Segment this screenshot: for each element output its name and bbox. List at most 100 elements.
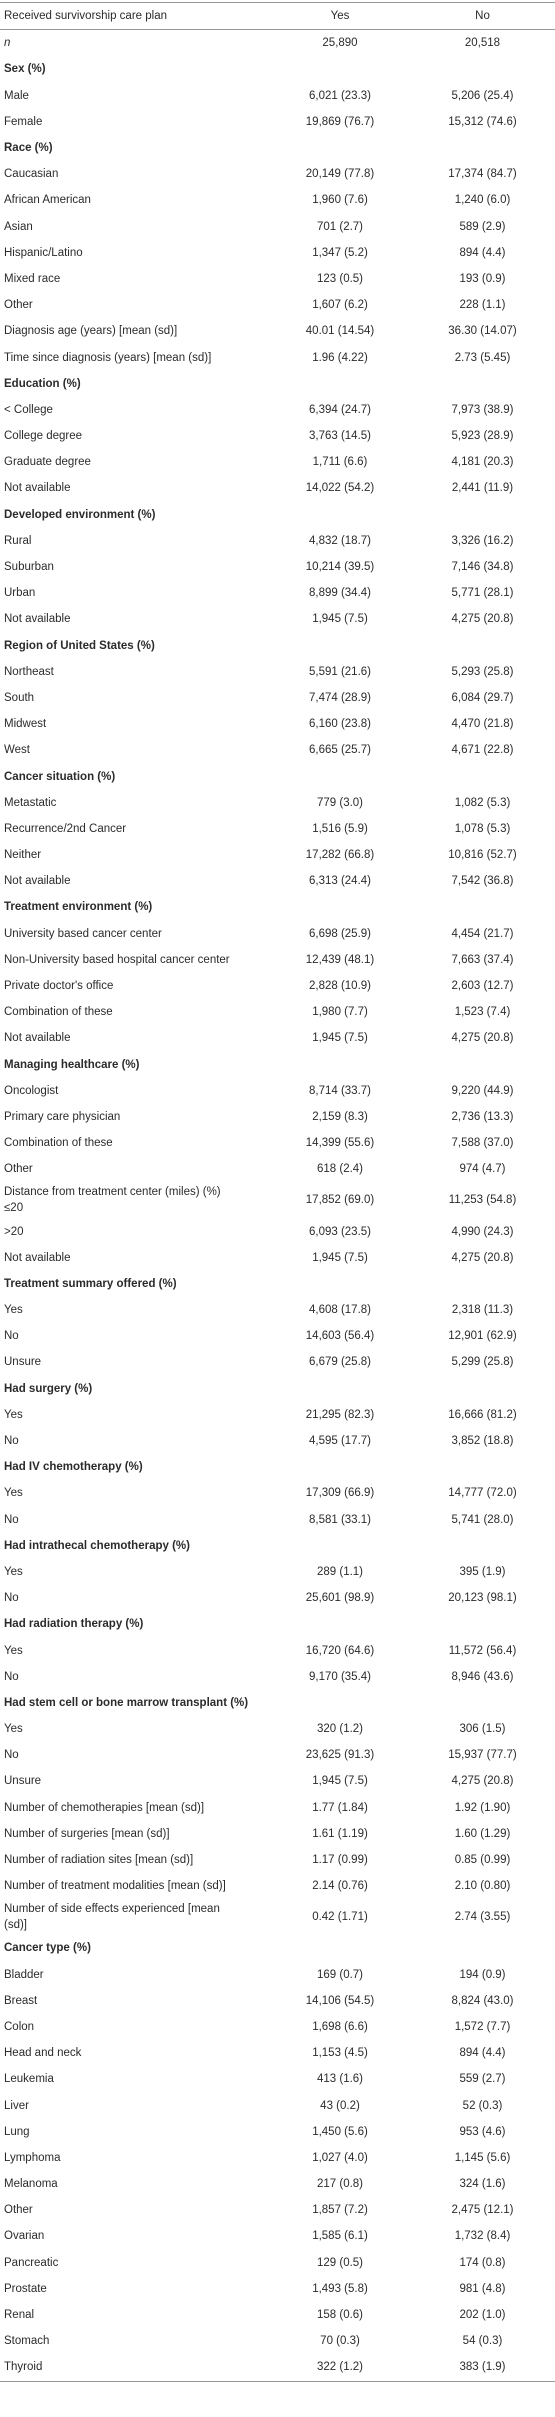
row-label: Not available <box>4 1251 71 1264</box>
row-label: Developed environment (%) <box>4 508 156 521</box>
cell-value: 5,741 (28.0) <box>451 1513 514 1526</box>
cell-value: 1,572 (7.7) <box>454 2020 511 2033</box>
data-row: South 7,474 (28.9) 6,084 (29.7) <box>0 685 555 711</box>
cell-value: 25,601 (98.9) <box>305 1592 375 1605</box>
cell-value: 981 (4.8) <box>459 2282 506 2295</box>
cell-value: 4,181 (20.3) <box>451 456 514 469</box>
row-label: >20 <box>4 1225 24 1238</box>
cell-value <box>270 1533 410 1559</box>
cell-value: 289 (1.1) <box>316 1565 364 1578</box>
data-row: Yes 4,608 (17.8) 2,318 (11.3) <box>0 1297 555 1323</box>
row-label: Yes <box>4 1487 23 1500</box>
cell-value: 20,518 <box>464 37 501 50</box>
section-row: Race (%) <box>0 135 555 161</box>
cell-value: 1,027 (4.0) <box>312 2151 368 2164</box>
cell-value: 123 (0.5) <box>316 272 364 285</box>
section-row: Region of United States (%) <box>0 633 555 659</box>
cell-value: 1,980 (7.7) <box>312 1006 368 1019</box>
row-label: Private doctor's office <box>4 980 114 993</box>
cell-value: 1,082 (5.3) <box>454 796 511 809</box>
cell-value: 19,869 (76.7) <box>305 115 375 128</box>
cell-value: 1.60 (1.29) <box>454 1827 511 1840</box>
row-label: Race (%) <box>4 142 53 155</box>
row-label: Lung <box>4 2125 30 2138</box>
cell-value <box>270 1690 410 1716</box>
cell-value: 3,763 (14.5) <box>308 430 371 443</box>
section-row: Managing healthcare (%) <box>0 1052 555 1078</box>
row-label: Yes <box>4 1408 23 1421</box>
data-row: Number of chemotherapies [mean (sd)] 1.77… <box>0 1795 555 1821</box>
cell-value: 1,607 (6.2) <box>312 299 368 312</box>
data-row: Head and neck 1,153 (4.5) 894 (4.4) <box>0 2040 555 2066</box>
table-body: n 25,890 20,518 Sex (%) Male 6,021 (23.3) 5,20… <box>0 30 555 2382</box>
row-label: Had stem cell or bone marrow transplant … <box>4 1696 249 1709</box>
header-cell: Received survivorship care plan <box>0 1 270 31</box>
cell-value <box>270 1052 410 1078</box>
data-row: Melanoma 217 (0.8) 324 (1.6) <box>0 2171 555 2197</box>
cell-value: 194 (0.9) <box>459 1968 506 1981</box>
data-row: Northeast 5,591 (21.6) 5,293 (25.8) <box>0 659 555 685</box>
cell-value: 10,214 (39.5) <box>305 561 375 574</box>
data-row: Colon 1,698 (6.6) 1,572 (7.7) <box>0 2014 555 2040</box>
row-label: Suburban <box>4 561 54 574</box>
cell-value <box>410 502 555 528</box>
cell-value: 7,146 (34.8) <box>451 561 514 574</box>
data-row: Ovarian 1,585 (6.1) 1,732 (8.4) <box>0 2223 555 2249</box>
section-row: Treatment summary offered (%) <box>0 1271 555 1297</box>
row-label: Melanoma <box>4 2178 58 2191</box>
cell-value: 15,312 (74.6) <box>448 115 517 128</box>
data-row: Other 1,607 (6.2) 228 (1.1) <box>0 292 555 318</box>
cell-value <box>410 894 555 920</box>
cell-value: 9,220 (44.9) <box>451 1084 514 1097</box>
cell-value <box>410 371 555 397</box>
cell-value: 2,475 (12.1) <box>451 2204 514 2217</box>
cell-value: 43 (0.2) <box>320 2099 360 2112</box>
data-row: Hispanic/Latino 1,347 (5.2) 894 (4.4) <box>0 240 555 266</box>
data-row: College degree 3,763 (14.5) 5,923 (28.9) <box>0 423 555 449</box>
row-label: Urban <box>4 587 36 600</box>
cell-value: 6,698 (25.9) <box>308 927 371 940</box>
cell-value <box>410 1271 555 1297</box>
cell-value: 158 (0.6) <box>316 2309 364 2322</box>
row-label: Had radiation therapy (%) <box>4 1618 144 1631</box>
cell-value: 129 (0.5) <box>316 2256 364 2269</box>
cell-value: 16,666 (81.2) <box>448 1408 517 1421</box>
row-label: Thyroid <box>0 2354 270 2382</box>
data-row: No 14,603 (56.4) 12,901 (62.9) <box>0 1323 555 1349</box>
section-row: Cancer type (%) <box>0 1935 555 1961</box>
row-label: Ovarian <box>4 2230 45 2243</box>
cell-value: 2,318 (11.3) <box>451 1304 514 1317</box>
cell-value: 11,572 (56.4) <box>448 1644 517 1657</box>
cell-value: 6,394 (24.7) <box>308 403 371 416</box>
cell-value <box>270 1376 410 1402</box>
section-row: Treatment environment (%) <box>0 894 555 920</box>
data-row: Other 618 (2.4) 974 (4.7) <box>0 1156 555 1182</box>
row-label: Number of treatment modalities [mean (sd… <box>4 1880 226 1893</box>
cell-value: 14,777 (72.0) <box>448 1487 517 1500</box>
row-label: Graduate degree <box>4 456 91 469</box>
data-row: Female 19,869 (76.7) 15,312 (74.6) <box>0 109 555 135</box>
cell-value: 193 (0.9) <box>459 272 506 285</box>
cell-value: 12,901 (62.9) <box>448 1330 517 1343</box>
cell-value: 1.17 (0.99) <box>312 1854 368 1867</box>
data-row: Liver 43 (0.2) 52 (0.3) <box>0 2092 555 2118</box>
row-label: College degree <box>4 430 83 443</box>
row-label: West <box>4 744 30 757</box>
cell-value: 1.61 (1.19) <box>312 1827 368 1840</box>
cell-value: 974 (4.7) <box>459 1163 506 1176</box>
row-label: Recurrence/2nd Cancer <box>4 822 127 835</box>
data-row: Urban 8,899 (34.4) 5,771 (28.1) <box>0 580 555 606</box>
cell-value: 10,816 (52.7) <box>448 849 517 862</box>
cell-value: 1,960 (7.6) <box>312 194 368 207</box>
cell-value: 2.14 (0.76) <box>312 1880 368 1893</box>
cell-value: 0.42 (1.71) <box>312 1911 368 1924</box>
row-label: Number of chemotherapies [mean (sd)] <box>4 1801 205 1814</box>
data-row: Number of side effects experienced [mean… <box>0 1899 555 1935</box>
cell-value: 4,275 (20.8) <box>451 1032 514 1045</box>
cell-value: 5,591 (21.6) <box>308 665 371 678</box>
cell-value: 8,824 (43.0) <box>451 1994 514 2007</box>
cell-value: 6,679 (25.8) <box>308 1356 371 1369</box>
cell-value: 1,698 (6.6) <box>312 2020 368 2033</box>
cell-value: 2.74 (3.55) <box>454 1911 511 1924</box>
cell-value: 3,326 (16.2) <box>451 534 514 547</box>
